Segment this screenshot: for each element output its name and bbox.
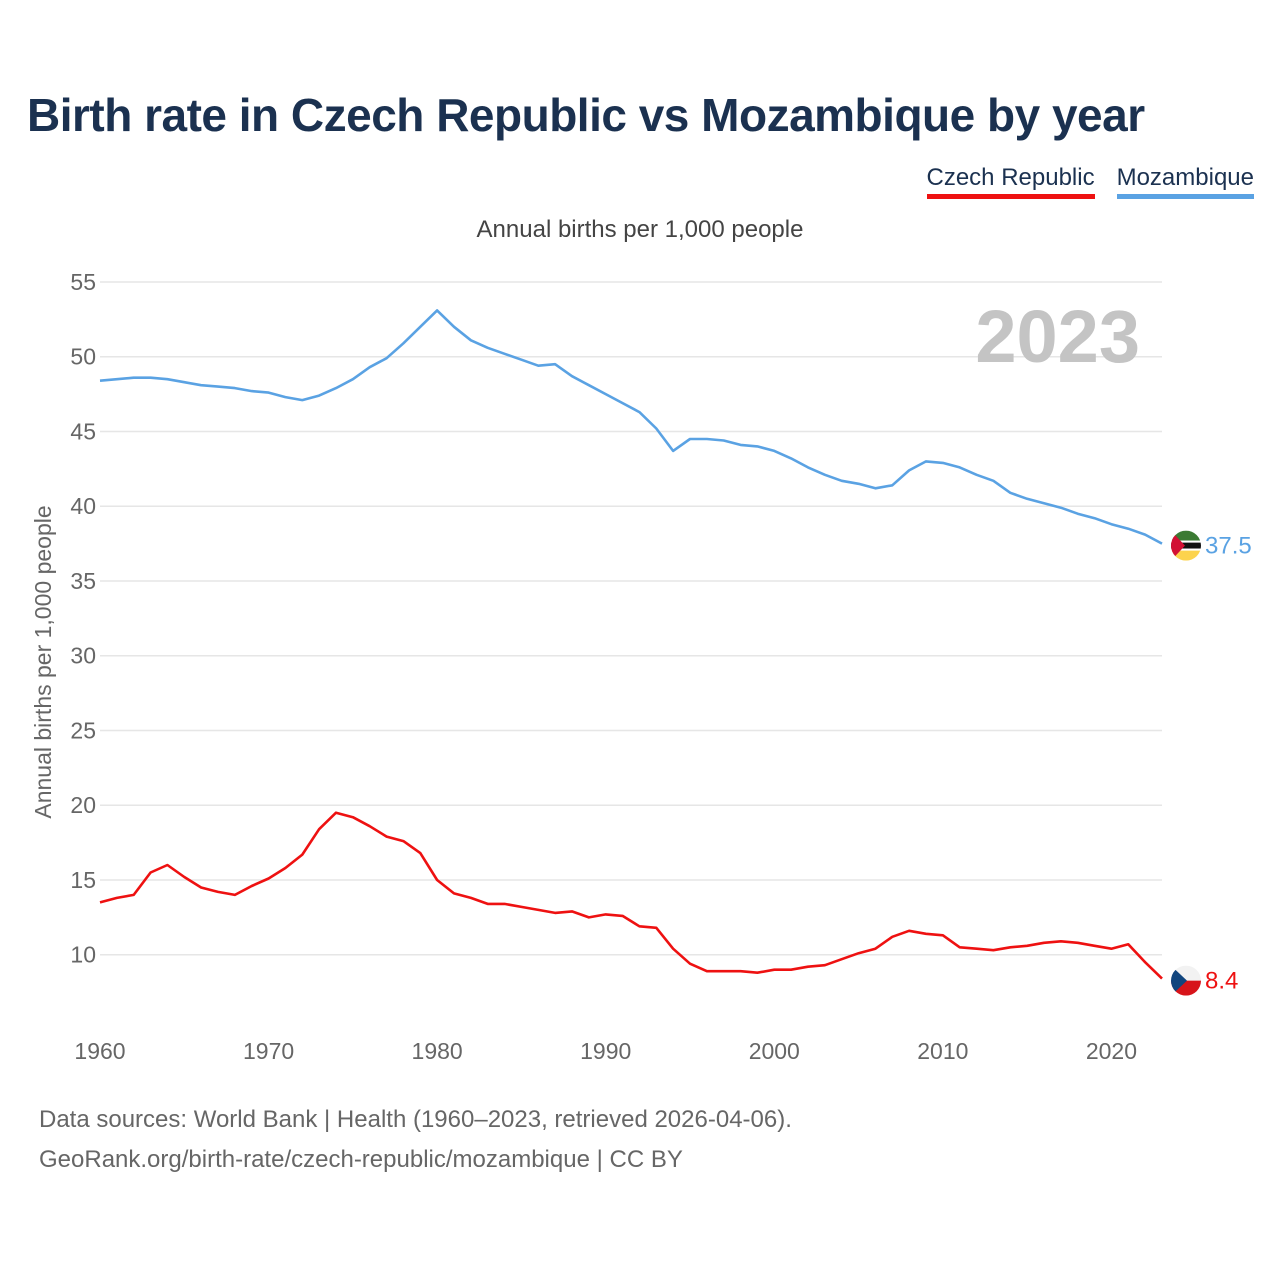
y-tick-label-50: 50 [70, 344, 96, 370]
y-axis-label: Annual births per 1,000 people [30, 505, 56, 818]
year-watermark: 2023 [975, 295, 1140, 378]
chart-title: Birth rate in Czech Republic vs Mozambiq… [27, 89, 1145, 141]
x-tick-label-1990: 1990 [580, 1038, 631, 1064]
chart-subtitle: Annual births per 1,000 people [476, 216, 804, 243]
y-tick-label-55: 55 [70, 269, 96, 295]
end-value-label-mozambique: 37.5 [1205, 533, 1252, 560]
y-tick-label-20: 20 [70, 792, 96, 818]
legend-item-czech-republic[interactable]: Czech Republic [926, 164, 1095, 199]
y-tick-label-35: 35 [70, 568, 96, 594]
x-tick-label-1980: 1980 [412, 1038, 463, 1064]
y-tick-label-40: 40 [70, 493, 96, 519]
legend: Czech Republic Mozambique [926, 164, 1254, 199]
footer-credit: GeoRank.org/birth-rate/czech-republic/mo… [39, 1146, 683, 1173]
x-tick-label-2010: 2010 [917, 1038, 968, 1064]
y-tick-label-30: 30 [70, 643, 96, 669]
x-tick-label-1960: 1960 [74, 1038, 125, 1064]
x-tick-label-2000: 2000 [749, 1038, 800, 1064]
czech-flag-icon [1171, 965, 1201, 996]
y-tick-label-10: 10 [70, 942, 96, 968]
end-value-label-czech-republic: 8.4 [1205, 968, 1238, 995]
y-tick-label-45: 45 [70, 418, 96, 444]
y-tick-label-15: 15 [70, 867, 96, 893]
series-line-mozambique [99, 309, 1163, 545]
mozambique-flag-icon [1171, 530, 1201, 561]
footer-sources: Data sources: World Bank | Health (1960–… [39, 1106, 792, 1133]
series-line-czech-republic [99, 811, 1163, 980]
x-tick-label-1970: 1970 [243, 1038, 294, 1064]
y-tick-label-25: 25 [70, 717, 96, 743]
x-tick-label-2020: 2020 [1086, 1038, 1137, 1064]
legend-item-mozambique[interactable]: Mozambique [1116, 164, 1254, 199]
